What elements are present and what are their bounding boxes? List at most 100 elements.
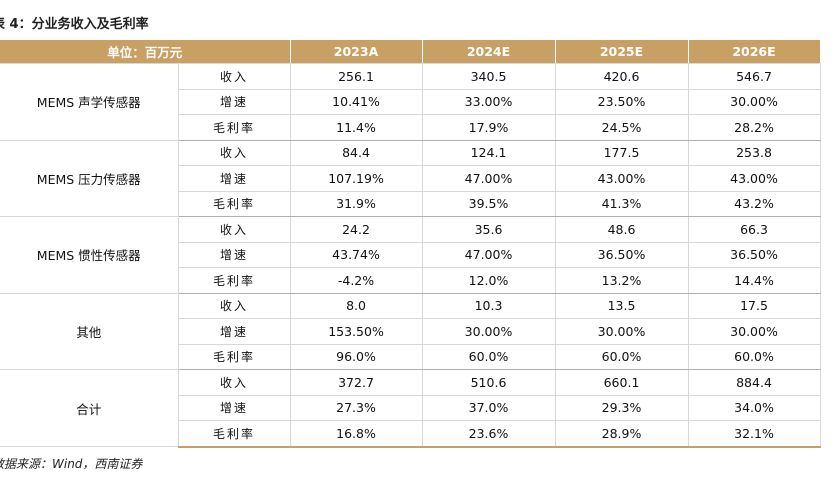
column-header: 单位：百万元 xyxy=(0,40,291,64)
column-header: 2024E xyxy=(422,40,556,64)
metric-label: 增速 xyxy=(178,89,291,115)
table-row: 毛利率 16.8% 23.6% 28.9% 32.1% xyxy=(0,420,821,448)
group-label: MEMS 压力传感器 xyxy=(0,140,179,217)
table-row: 增速 10.41% 33.00% 23.50% 30.00% xyxy=(0,89,821,115)
value-cell: 37.0% xyxy=(422,395,556,421)
value-cell: 60.0% xyxy=(422,344,556,370)
value-cell: 372.7 xyxy=(290,369,423,396)
value-cell: 884.4 xyxy=(688,369,821,396)
table-row: 毛利率 11.4% 17.9% 24.5% 28.2% xyxy=(0,114,821,141)
metric-label: 毛利率 xyxy=(178,191,291,217)
value-cell: 24.2 xyxy=(290,216,423,243)
value-cell: 510.6 xyxy=(422,369,556,396)
value-cell: 36.50% xyxy=(688,242,821,268)
value-cell: -4.2% xyxy=(290,267,423,294)
metric-label: 毛利率 xyxy=(178,344,291,370)
value-cell: 43.00% xyxy=(688,165,821,192)
value-cell: 340.5 xyxy=(422,63,556,90)
metric-label: 收入 xyxy=(178,63,291,90)
table-row: 增速 153.50% 30.00% 30.00% 30.00% xyxy=(0,318,821,345)
value-cell: 43.00% xyxy=(555,165,689,192)
value-cell: 66.3 xyxy=(688,216,821,243)
header-row: 单位：百万元 2023A 2024E 2025E 2026E xyxy=(0,40,821,64)
value-cell: 30.00% xyxy=(688,89,821,115)
metric-label: 毛利率 xyxy=(178,267,291,294)
value-cell: 8.0 xyxy=(290,293,423,319)
metric-label: 收入 xyxy=(178,216,291,243)
value-cell: 10.3 xyxy=(422,293,556,319)
metric-label: 收入 xyxy=(178,293,291,319)
column-header: 2023A xyxy=(290,40,423,64)
value-cell: 29.3% xyxy=(555,395,689,421)
group-label: MEMS 惯性传感器 xyxy=(0,216,179,294)
value-cell: 420.6 xyxy=(555,63,689,90)
value-cell: 24.5% xyxy=(555,114,689,141)
value-cell: 11.4% xyxy=(290,114,423,141)
table-row: MEMS 惯性传感器 收入 24.2 35.6 48.6 66.3 xyxy=(0,216,821,294)
value-cell: 31.9% xyxy=(290,191,423,217)
value-cell: 10.41% xyxy=(290,89,423,115)
metric-label: 收入 xyxy=(178,140,291,166)
value-cell: 23.6% xyxy=(422,420,556,448)
value-cell: 47.00% xyxy=(422,165,556,192)
value-cell: 12.0% xyxy=(422,267,556,294)
value-cell: 96.0% xyxy=(290,344,423,370)
value-cell: 16.8% xyxy=(290,420,423,448)
data-table: 单位：百万元 2023A 2024E 2025E 2026E MEMS 声学传感器 收入 2… xyxy=(0,40,821,448)
value-cell: 84.4 xyxy=(290,140,423,166)
column-header: 2025E xyxy=(555,40,689,64)
metric-label: 增速 xyxy=(178,242,291,268)
table-row: 毛利率 -4.2% 12.0% 13.2% 14.4% xyxy=(0,267,821,294)
value-cell: 14.4% xyxy=(688,267,821,294)
value-cell: 17.9% xyxy=(422,114,556,141)
metric-label: 毛利率 xyxy=(178,420,291,448)
table-row: MEMS 声学传感器 收入 256.1 340.5 420.6 546.7 xyxy=(0,63,821,141)
metric-label: 增速 xyxy=(178,318,291,345)
value-cell: 39.5% xyxy=(422,191,556,217)
metric-label: 收入 xyxy=(178,369,291,396)
group-label: MEMS 声学传感器 xyxy=(0,63,179,141)
metric-label: 增速 xyxy=(178,165,291,192)
value-cell: 546.7 xyxy=(688,63,821,90)
value-cell: 32.1% xyxy=(688,420,821,448)
value-cell: 48.6 xyxy=(555,216,689,243)
table-row: 增速 107.19% 47.00% 43.00% 43.00% xyxy=(0,165,821,192)
table-row: MEMS 压力传感器 收入 84.4 124.1 177.5 253.8 xyxy=(0,140,821,217)
value-cell: 124.1 xyxy=(422,140,556,166)
value-cell: 177.5 xyxy=(555,140,689,166)
metric-label: 毛利率 xyxy=(178,114,291,141)
value-cell: 43.2% xyxy=(688,191,821,217)
value-cell: 23.50% xyxy=(555,89,689,115)
table-row: 毛利率 96.0% 60.0% 60.0% 60.0% xyxy=(0,344,821,370)
value-cell: 660.1 xyxy=(555,369,689,396)
group-label: 其他 xyxy=(0,293,179,370)
value-cell: 41.3% xyxy=(555,191,689,217)
table-row: 增速 27.3% 37.0% 29.3% 34.0% xyxy=(0,395,821,421)
value-cell: 13.5 xyxy=(555,293,689,319)
value-cell: 30.00% xyxy=(555,318,689,345)
value-cell: 153.50% xyxy=(290,318,423,345)
value-cell: 107.19% xyxy=(290,165,423,192)
source-note: 数据来源：Wind，西南证券 xyxy=(0,457,143,471)
value-cell: 28.9% xyxy=(555,420,689,448)
table-row: 增速 43.74% 47.00% 36.50% 36.50% xyxy=(0,242,821,268)
value-cell: 33.00% xyxy=(422,89,556,115)
value-cell: 256.1 xyxy=(290,63,423,90)
value-cell: 13.2% xyxy=(555,267,689,294)
group-label: 合计 xyxy=(0,369,179,447)
value-cell: 35.6 xyxy=(422,216,556,243)
table-title: 表 4：分业务收入及毛利率 xyxy=(0,17,149,32)
value-cell: 47.00% xyxy=(422,242,556,268)
value-cell: 30.00% xyxy=(688,318,821,345)
table-row: 其他 收入 8.0 10.3 13.5 17.5 xyxy=(0,293,821,370)
table-row: 合计 收入 372.7 510.6 660.1 884.4 xyxy=(0,369,821,447)
value-cell: 36.50% xyxy=(555,242,689,268)
value-cell: 34.0% xyxy=(688,395,821,421)
value-cell: 30.00% xyxy=(422,318,556,345)
value-cell: 43.74% xyxy=(290,242,423,268)
metric-label: 增速 xyxy=(178,395,291,421)
value-cell: 253.8 xyxy=(688,140,821,166)
value-cell: 27.3% xyxy=(290,395,423,421)
value-cell: 60.0% xyxy=(555,344,689,370)
